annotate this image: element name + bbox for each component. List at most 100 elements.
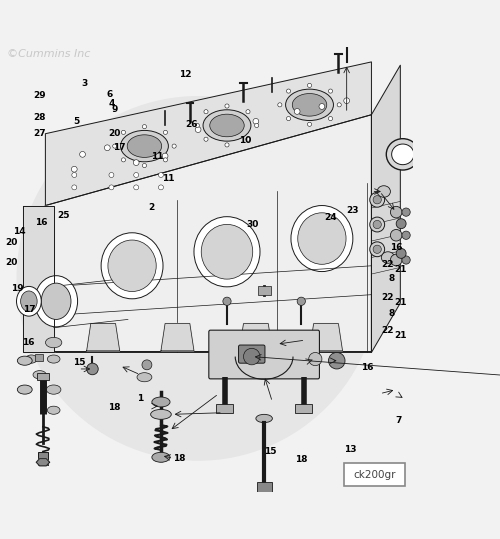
Circle shape (134, 160, 139, 165)
Circle shape (134, 172, 138, 177)
Ellipse shape (33, 371, 46, 379)
Text: 19: 19 (11, 284, 24, 293)
Circle shape (86, 363, 98, 375)
Circle shape (223, 297, 231, 306)
Circle shape (286, 116, 290, 121)
Bar (34, 354, 43, 361)
Circle shape (402, 256, 410, 264)
Circle shape (109, 185, 114, 190)
Ellipse shape (18, 356, 32, 365)
Circle shape (195, 127, 201, 133)
Text: 18: 18 (174, 454, 186, 463)
Text: 5: 5 (73, 118, 80, 126)
Circle shape (246, 137, 250, 141)
Ellipse shape (210, 114, 244, 137)
Ellipse shape (201, 224, 252, 279)
Text: 22: 22 (382, 260, 394, 268)
Text: 21: 21 (394, 299, 406, 307)
Ellipse shape (101, 233, 163, 299)
Circle shape (328, 116, 332, 121)
Polygon shape (161, 323, 194, 351)
Bar (342, 36, 351, 40)
Circle shape (402, 208, 410, 216)
Text: 22: 22 (382, 327, 394, 335)
Circle shape (396, 248, 406, 258)
Circle shape (254, 123, 258, 128)
Ellipse shape (48, 355, 60, 363)
Circle shape (134, 185, 138, 190)
Circle shape (308, 122, 312, 126)
FancyBboxPatch shape (238, 345, 265, 363)
Ellipse shape (16, 96, 380, 461)
Circle shape (337, 103, 342, 107)
Circle shape (396, 219, 406, 229)
Text: 20: 20 (108, 129, 121, 139)
Circle shape (308, 84, 312, 87)
Circle shape (72, 185, 77, 190)
Text: 11: 11 (152, 151, 164, 161)
Circle shape (162, 153, 168, 159)
Circle shape (122, 130, 126, 134)
Text: 26: 26 (186, 120, 198, 129)
Text: 7: 7 (395, 416, 402, 425)
Circle shape (72, 172, 77, 177)
Circle shape (122, 158, 126, 162)
Text: 9: 9 (111, 105, 117, 114)
Circle shape (142, 163, 146, 168)
Text: 3: 3 (82, 79, 87, 88)
Text: 24: 24 (324, 212, 336, 222)
Circle shape (286, 89, 290, 93)
Ellipse shape (298, 213, 346, 264)
Text: 16: 16 (35, 218, 48, 227)
Circle shape (294, 108, 300, 114)
Circle shape (308, 353, 322, 365)
Circle shape (164, 130, 168, 134)
Text: 27: 27 (33, 129, 46, 139)
Text: 6: 6 (106, 90, 112, 99)
Text: 20: 20 (6, 238, 18, 247)
Polygon shape (36, 459, 50, 466)
Ellipse shape (127, 135, 162, 157)
Ellipse shape (26, 355, 37, 363)
FancyBboxPatch shape (344, 463, 406, 486)
Polygon shape (23, 205, 54, 353)
Circle shape (112, 144, 117, 148)
Text: 13: 13 (344, 445, 356, 454)
Text: 11: 11 (162, 174, 174, 183)
Circle shape (225, 104, 229, 108)
Circle shape (373, 196, 382, 204)
Circle shape (172, 144, 176, 148)
Circle shape (225, 143, 229, 147)
Polygon shape (46, 62, 372, 205)
Ellipse shape (108, 240, 156, 292)
Circle shape (158, 185, 164, 190)
Circle shape (297, 297, 306, 306)
Circle shape (373, 245, 382, 253)
Ellipse shape (152, 397, 170, 407)
Ellipse shape (46, 337, 62, 348)
Polygon shape (46, 115, 372, 353)
Text: 4: 4 (108, 99, 114, 108)
Polygon shape (310, 323, 342, 351)
Circle shape (328, 353, 345, 369)
Circle shape (142, 125, 146, 129)
Ellipse shape (152, 452, 170, 462)
Text: 15: 15 (73, 358, 86, 368)
Circle shape (390, 206, 402, 218)
Ellipse shape (137, 372, 152, 382)
Bar (258, 286, 270, 295)
Text: 18: 18 (295, 455, 308, 465)
Circle shape (246, 109, 250, 114)
Circle shape (278, 103, 282, 107)
Ellipse shape (120, 130, 168, 162)
Circle shape (109, 172, 114, 177)
Circle shape (142, 360, 152, 370)
Ellipse shape (386, 139, 420, 170)
Polygon shape (372, 65, 400, 353)
Circle shape (370, 217, 384, 232)
Ellipse shape (392, 144, 414, 165)
Ellipse shape (203, 110, 251, 141)
Bar (37, 373, 48, 379)
Ellipse shape (286, 89, 334, 121)
Bar (216, 404, 233, 413)
